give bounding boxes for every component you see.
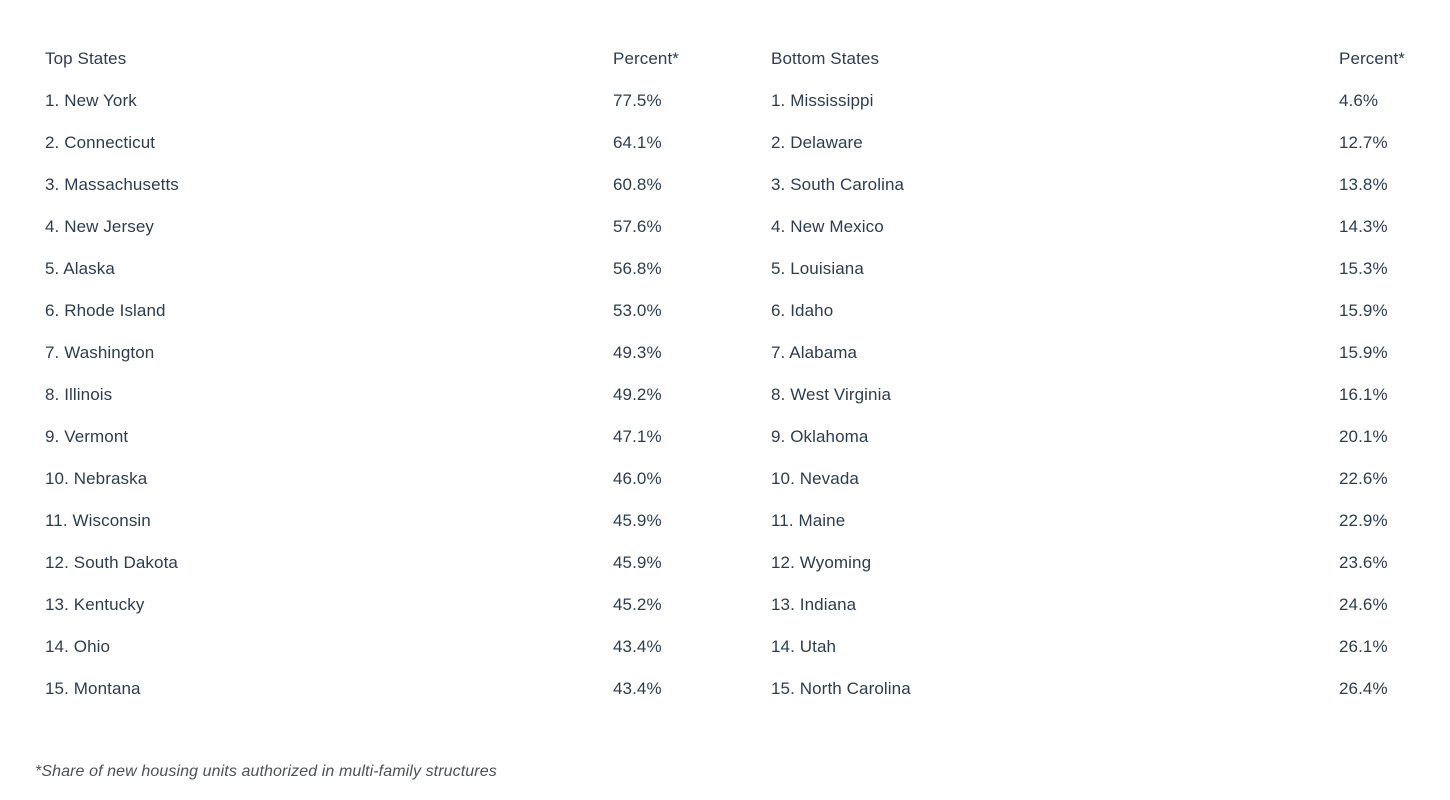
bottom-state-cell: 14. Utah: [771, 637, 837, 656]
bottom-percent-cell: 15.9%: [1339, 343, 1388, 362]
bottom-percent-cell: 23.6%: [1339, 553, 1388, 572]
bottom-percent-cell: 12.7%: [1339, 133, 1388, 152]
table-row: 14. Ohio 43.4% 14. Utah 26.1%: [45, 626, 1415, 668]
top-percent-cell: 49.3%: [613, 343, 662, 362]
table-row: 13. Kentucky 45.2% 13. Indiana 24.6%: [45, 584, 1415, 626]
top-percent-cell: 77.5%: [613, 91, 662, 110]
bottom-state-cell: 13. Indiana: [771, 595, 857, 614]
bottom-percent-cell: 24.6%: [1339, 595, 1388, 614]
bottom-state-cell: 5. Louisiana: [771, 259, 864, 278]
top-percent-cell: 43.4%: [613, 637, 662, 656]
table-row: 15. Montana 43.4% 15. North Carolina 26.4%: [45, 668, 1415, 710]
bottom-percent-cell: 14.3%: [1339, 217, 1388, 236]
top-state-cell: 5. Alaska: [45, 259, 115, 278]
bottom-percent-cell: 16.1%: [1339, 385, 1388, 404]
top-state-cell: 9. Vermont: [45, 427, 129, 446]
footnote: *Share of new housing units authorized i…: [35, 763, 497, 780]
table-row: 10. Nebraska 46.0% 10. Nevada 22.6%: [45, 458, 1415, 500]
bottom-state-cell: 9. Oklahoma: [771, 427, 869, 446]
table-row: 7. Washington 49.3% 7. Alabama 15.9%: [45, 332, 1415, 374]
table-row: 2. Connecticut 64.1% 2. Delaware 12.7%: [45, 122, 1415, 164]
bottom-state-cell: 10. Nevada: [771, 469, 859, 488]
top-states-column-header: Top States: [45, 49, 127, 68]
bottom-state-cell: 8. West Virginia: [771, 385, 892, 404]
top-state-cell: 7. Washington: [45, 343, 155, 362]
bottom-percent-cell: 26.1%: [1339, 637, 1388, 656]
table-row: 11. Wisconsin 45.9% 11. Maine 22.9%: [45, 500, 1415, 542]
top-percent-cell: 45.9%: [613, 553, 662, 572]
bottom-percent-cell: 15.3%: [1339, 259, 1388, 278]
table-row: 3. Massachusetts 60.8% 3. South Carolina 13…: [45, 164, 1415, 206]
top-percent-cell: 47.1%: [613, 427, 662, 446]
top-state-cell: 2. Connecticut: [45, 133, 156, 152]
top-percent-cell: 57.6%: [613, 217, 662, 236]
table-row: 12. South Dakota 45.9% 12. Wyoming 23.6%: [45, 542, 1415, 584]
top-percent-cell: 56.8%: [613, 259, 662, 278]
top-state-cell: 15. Montana: [45, 679, 141, 698]
top-percent-cell: 60.8%: [613, 175, 662, 194]
top-percent-cell: 43.4%: [613, 679, 662, 698]
bottom-percent-column-header: Percent*: [1339, 49, 1406, 68]
top-state-cell: 8. Illinois: [45, 385, 113, 404]
bottom-percent-cell: 13.8%: [1339, 175, 1388, 194]
bottom-percent-cell: 20.1%: [1339, 427, 1388, 446]
top-percent-cell: 45.2%: [613, 595, 662, 614]
bottom-percent-cell: 15.9%: [1339, 301, 1388, 320]
top-percent-cell: 64.1%: [613, 133, 662, 152]
table-header-row: Top States Percent* Bottom States Percen…: [45, 38, 1415, 80]
bottom-state-cell: 4. New Mexico: [771, 217, 884, 236]
table-body: 1. New York 77.5% 1. Mississippi 4.6% 2. Con…: [45, 80, 1415, 710]
table-row: 9. Vermont 47.1% 9. Oklahoma 20.1%: [45, 416, 1415, 458]
top-state-cell: 14. Ohio: [45, 637, 111, 656]
top-state-cell: 13. Kentucky: [45, 595, 145, 614]
table-row: 5. Alaska 56.8% 5. Louisiana 15.3%: [45, 248, 1415, 290]
bottom-state-cell: 3. South Carolina: [771, 175, 905, 194]
top-state-cell: 3. Massachusetts: [45, 175, 179, 194]
top-state-cell: 12. South Dakota: [45, 553, 178, 572]
bottom-state-cell: 6. Idaho: [771, 301, 834, 320]
top-state-cell: 4. New Jersey: [45, 217, 155, 236]
top-percent-cell: 53.0%: [613, 301, 662, 320]
bottom-state-cell: 11. Maine: [771, 511, 846, 530]
table-row: 8. Illinois 49.2% 8. West Virginia 16.1%: [45, 374, 1415, 416]
top-state-cell: 1. New York: [45, 91, 137, 110]
top-state-cell: 11. Wisconsin: [45, 511, 151, 530]
bottom-state-cell: 15. North Carolina: [771, 679, 911, 698]
bottom-states-column-header: Bottom States: [771, 49, 880, 68]
bottom-state-cell: 12. Wyoming: [771, 553, 872, 572]
top-state-cell: 10. Nebraska: [45, 469, 148, 488]
bottom-state-cell: 7. Alabama: [771, 343, 858, 362]
table-row: 4. New Jersey 57.6% 4. New Mexico 14.3%: [45, 206, 1415, 248]
bottom-state-cell: 1. Mississippi: [771, 91, 874, 110]
bottom-percent-cell: 4.6%: [1339, 91, 1379, 110]
bottom-percent-cell: 26.4%: [1339, 679, 1388, 698]
table-row: 6. Rhode Island 53.0% 6. Idaho 15.9%: [45, 290, 1415, 332]
top-percent-cell: 49.2%: [613, 385, 662, 404]
top-percent-column-header: Percent*: [613, 49, 680, 68]
top-percent-cell: 46.0%: [613, 469, 662, 488]
top-state-cell: 6. Rhode Island: [45, 301, 166, 320]
top-percent-cell: 45.9%: [613, 511, 662, 530]
bottom-percent-cell: 22.6%: [1339, 469, 1388, 488]
bottom-state-cell: 2. Delaware: [771, 133, 863, 152]
bottom-percent-cell: 22.9%: [1339, 511, 1388, 530]
table-row: 1. New York 77.5% 1. Mississippi 4.6%: [45, 80, 1415, 122]
states-ranking-table: Top States Percent* Bottom States Percen…: [45, 38, 1415, 710]
